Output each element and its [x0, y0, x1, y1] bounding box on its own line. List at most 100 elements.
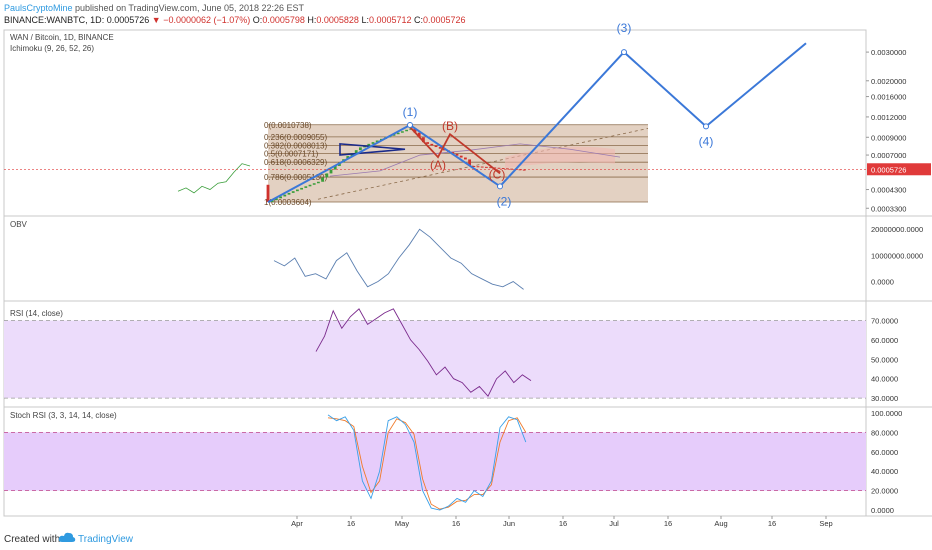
tradingview-cloud-icon	[58, 532, 76, 542]
x-tick: 16	[559, 519, 567, 528]
change-arrow-icon: ▼	[151, 15, 161, 25]
wave-label: (3)	[617, 21, 632, 35]
price-candle	[472, 165, 476, 167]
price-candle	[501, 168, 505, 170]
main-y-tick: 0.0009000	[871, 133, 906, 142]
price-candle	[413, 128, 417, 133]
price-candle	[296, 189, 299, 192]
fib-trend-line	[317, 128, 649, 200]
price-candle	[468, 159, 471, 166]
price-candle	[359, 147, 362, 151]
price-candle	[317, 181, 320, 184]
wave-label: (B)	[442, 119, 458, 133]
wave-pivot-marker	[621, 49, 627, 56]
main-y-tick: 0.0020000	[871, 77, 906, 86]
stoch-d-line	[327, 417, 527, 510]
publish-line: PaulsCryptoMine published on TradingView…	[4, 3, 304, 13]
price-candle	[287, 192, 291, 195]
price-candle	[279, 196, 282, 199]
high-label: H:	[307, 15, 317, 25]
stoch-y-tick: 20.0000	[871, 487, 898, 496]
price-candle	[480, 166, 484, 168]
price-candle	[510, 168, 513, 170]
price-candle	[489, 167, 492, 169]
fib-retracement-zone	[268, 124, 648, 203]
price-candle	[401, 131, 404, 133]
main-y-tick: 0.0003300	[871, 204, 906, 213]
price-candle	[270, 200, 274, 203]
price-candle	[392, 134, 396, 136]
close-value: 0.0005726	[423, 15, 466, 25]
stoch-y-tick: 60.0000	[871, 448, 898, 457]
change-value: −0.0000062 (−1.07%)	[163, 15, 251, 25]
x-tick: Jun	[503, 519, 515, 528]
fib-level-label: 0.786(0.0005130)	[264, 173, 328, 182]
obv-y-tick: 20000000.0000	[871, 225, 923, 234]
obv-pane-title: OBV	[10, 220, 28, 229]
price-candle	[325, 173, 329, 178]
open-label: O:	[252, 15, 263, 25]
created-with-text: Created with	[4, 534, 61, 545]
obv-line	[273, 228, 524, 290]
wave-label: (C)	[489, 167, 506, 181]
x-tick: 16	[768, 519, 776, 528]
author-link[interactable]: PaulsCryptoMine	[4, 3, 73, 13]
main-y-tick: 0.0005726	[871, 165, 906, 174]
rsi-y-tick: 60.0000	[871, 336, 898, 345]
wave-pivot-marker	[497, 183, 503, 190]
elliott-wave-1	[267, 124, 411, 203]
rsi-y-tick: 70.0000	[871, 317, 898, 326]
x-tick: Jul	[609, 519, 619, 528]
x-tick: 16	[347, 519, 355, 528]
wave-label: (2)	[497, 194, 512, 208]
price-candle	[346, 156, 350, 160]
stoch-band	[4, 432, 866, 491]
price-candle	[312, 183, 316, 185]
footer: Created with TradingView	[0, 528, 932, 550]
stoch-y-tick: 80.0000	[871, 428, 898, 437]
price-candle	[485, 166, 488, 168]
obv-y-tick: 0.0000	[871, 278, 894, 287]
last-price: 0.0005726	[106, 15, 150, 25]
rsi-pane-title: RSI (14, close)	[10, 309, 63, 318]
x-tick: Aug	[714, 519, 727, 528]
price-candle	[283, 194, 287, 197]
price-candle	[506, 168, 509, 170]
price-candle	[321, 177, 324, 182]
wave-label: (4)	[699, 134, 714, 148]
fib-level-label: 0.618(0.0006329)	[264, 158, 328, 167]
low-label: L:	[361, 15, 369, 25]
price-candle	[522, 169, 526, 171]
x-tick: 16	[664, 519, 672, 528]
abc-correction	[409, 126, 501, 175]
stoch-y-tick: 40.0000	[871, 467, 898, 476]
tradingview-link[interactable]: TradingView	[78, 534, 134, 545]
price-candle	[518, 169, 522, 171]
price-candle	[304, 186, 308, 188]
rsi-y-tick: 40.0000	[871, 375, 898, 384]
price-candle	[291, 191, 295, 193]
close-label: C:	[414, 15, 424, 25]
wave-pivot-marker	[703, 123, 709, 130]
elliott-wave-5	[705, 42, 807, 128]
last-price-tag	[867, 163, 931, 176]
price-candle	[493, 167, 497, 169]
price-candle	[426, 142, 429, 144]
fib-level-label: 1(0.0003604)	[264, 198, 312, 207]
x-tick: May	[395, 519, 409, 528]
main-y-tick: 0.0030000	[871, 48, 906, 57]
stoch-pane-title: Stoch RSI (3, 3, 14, 14, close)	[10, 411, 117, 420]
fib-level-label: 0.5(0.0007171)	[264, 149, 319, 158]
rsi-band	[4, 320, 866, 399]
price-candle	[308, 184, 312, 187]
main-y-tick: 0.0016000	[871, 93, 906, 102]
price-candle	[329, 169, 333, 174]
published-text: published on TradingView.com, June 05, 2…	[72, 3, 305, 13]
price-candle	[417, 132, 421, 138]
price-candle	[430, 143, 434, 146]
obv-y-tick: 10000000.0000	[871, 251, 923, 260]
price-candle	[464, 157, 467, 160]
symbol-label: BINANCE:WANBTC, 1D	[4, 15, 102, 25]
main-y-tick: 0.0012000	[871, 113, 906, 122]
